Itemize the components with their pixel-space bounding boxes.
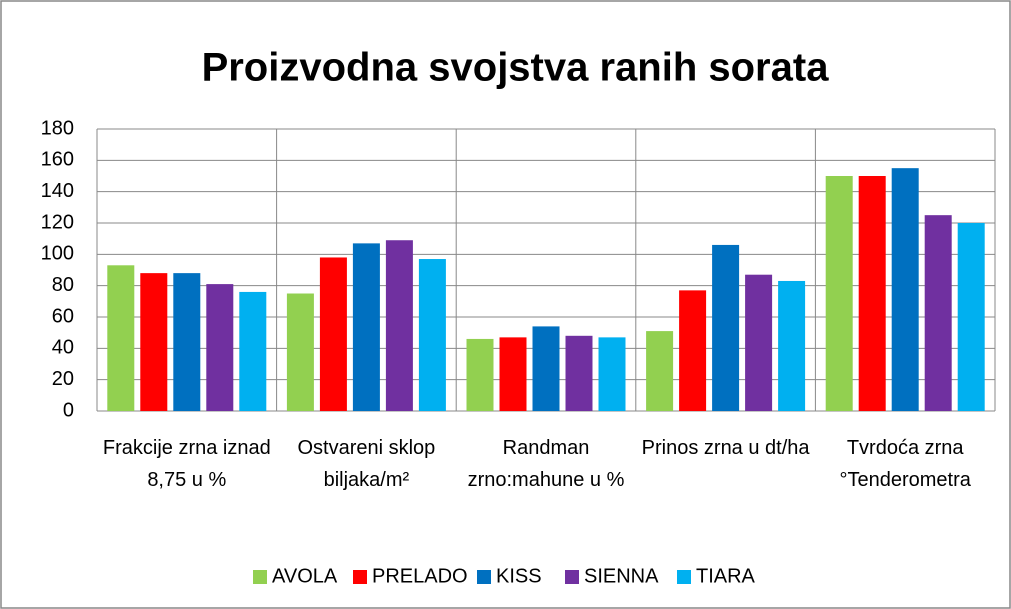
bar	[598, 337, 626, 411]
y-tick-label: 100	[41, 243, 74, 265]
x-tick-label: Ostvareni sklop biljaka/m²	[297, 437, 436, 491]
x-tick-label: Randman zrno:mahune u %	[467, 437, 625, 491]
bar	[778, 280, 806, 411]
bar	[532, 326, 560, 411]
legend-swatch	[353, 570, 367, 584]
y-tick-label: 0	[63, 399, 74, 421]
bar	[206, 284, 234, 411]
bar	[712, 244, 740, 411]
y-tick-label: 60	[52, 305, 74, 327]
bar	[858, 176, 886, 411]
bar	[385, 240, 413, 411]
legend-label: AVOLA	[272, 565, 338, 587]
bar	[173, 273, 201, 411]
x-tick-label: Frakcije zrna iznad 8,75 u %	[102, 437, 271, 491]
legend-swatch	[565, 570, 579, 584]
bar	[107, 265, 135, 411]
y-tick-label: 180	[41, 117, 74, 139]
bar	[745, 274, 773, 411]
legend-swatch	[253, 570, 267, 584]
bar	[466, 338, 494, 411]
bar	[286, 293, 314, 411]
bar	[924, 215, 952, 411]
bar	[679, 290, 707, 411]
y-tick-label: 140	[41, 180, 74, 202]
legend-label: KISS	[496, 565, 542, 587]
y-tick-label: 80	[52, 274, 74, 296]
bar	[239, 291, 267, 411]
y-tick-label: 160	[41, 149, 74, 171]
legend-swatch	[677, 570, 691, 584]
legend-label: PRELADO	[372, 565, 468, 587]
legend-label: SIENNA	[584, 565, 659, 587]
chart-title: Proizvodna svojstva ranih sorata	[202, 46, 830, 90]
bar	[646, 331, 674, 411]
legend-swatch	[477, 570, 491, 584]
x-tick-label: Tvrdoća zrna °Tenderometra	[839, 437, 971, 491]
legend-label: TIARA	[696, 565, 756, 587]
bar	[140, 273, 168, 411]
bar	[957, 223, 985, 411]
y-tick-label: 120	[41, 211, 74, 233]
bar	[825, 176, 853, 411]
bar	[352, 243, 380, 411]
bar	[565, 335, 593, 411]
bar	[319, 257, 347, 411]
bar	[891, 168, 919, 411]
y-tick-label: 20	[52, 368, 74, 390]
y-tick-label: 40	[52, 337, 74, 359]
x-tick-label: Prinos zrna u dt/ha	[641, 437, 810, 459]
bar	[499, 337, 527, 411]
bar	[418, 259, 446, 411]
